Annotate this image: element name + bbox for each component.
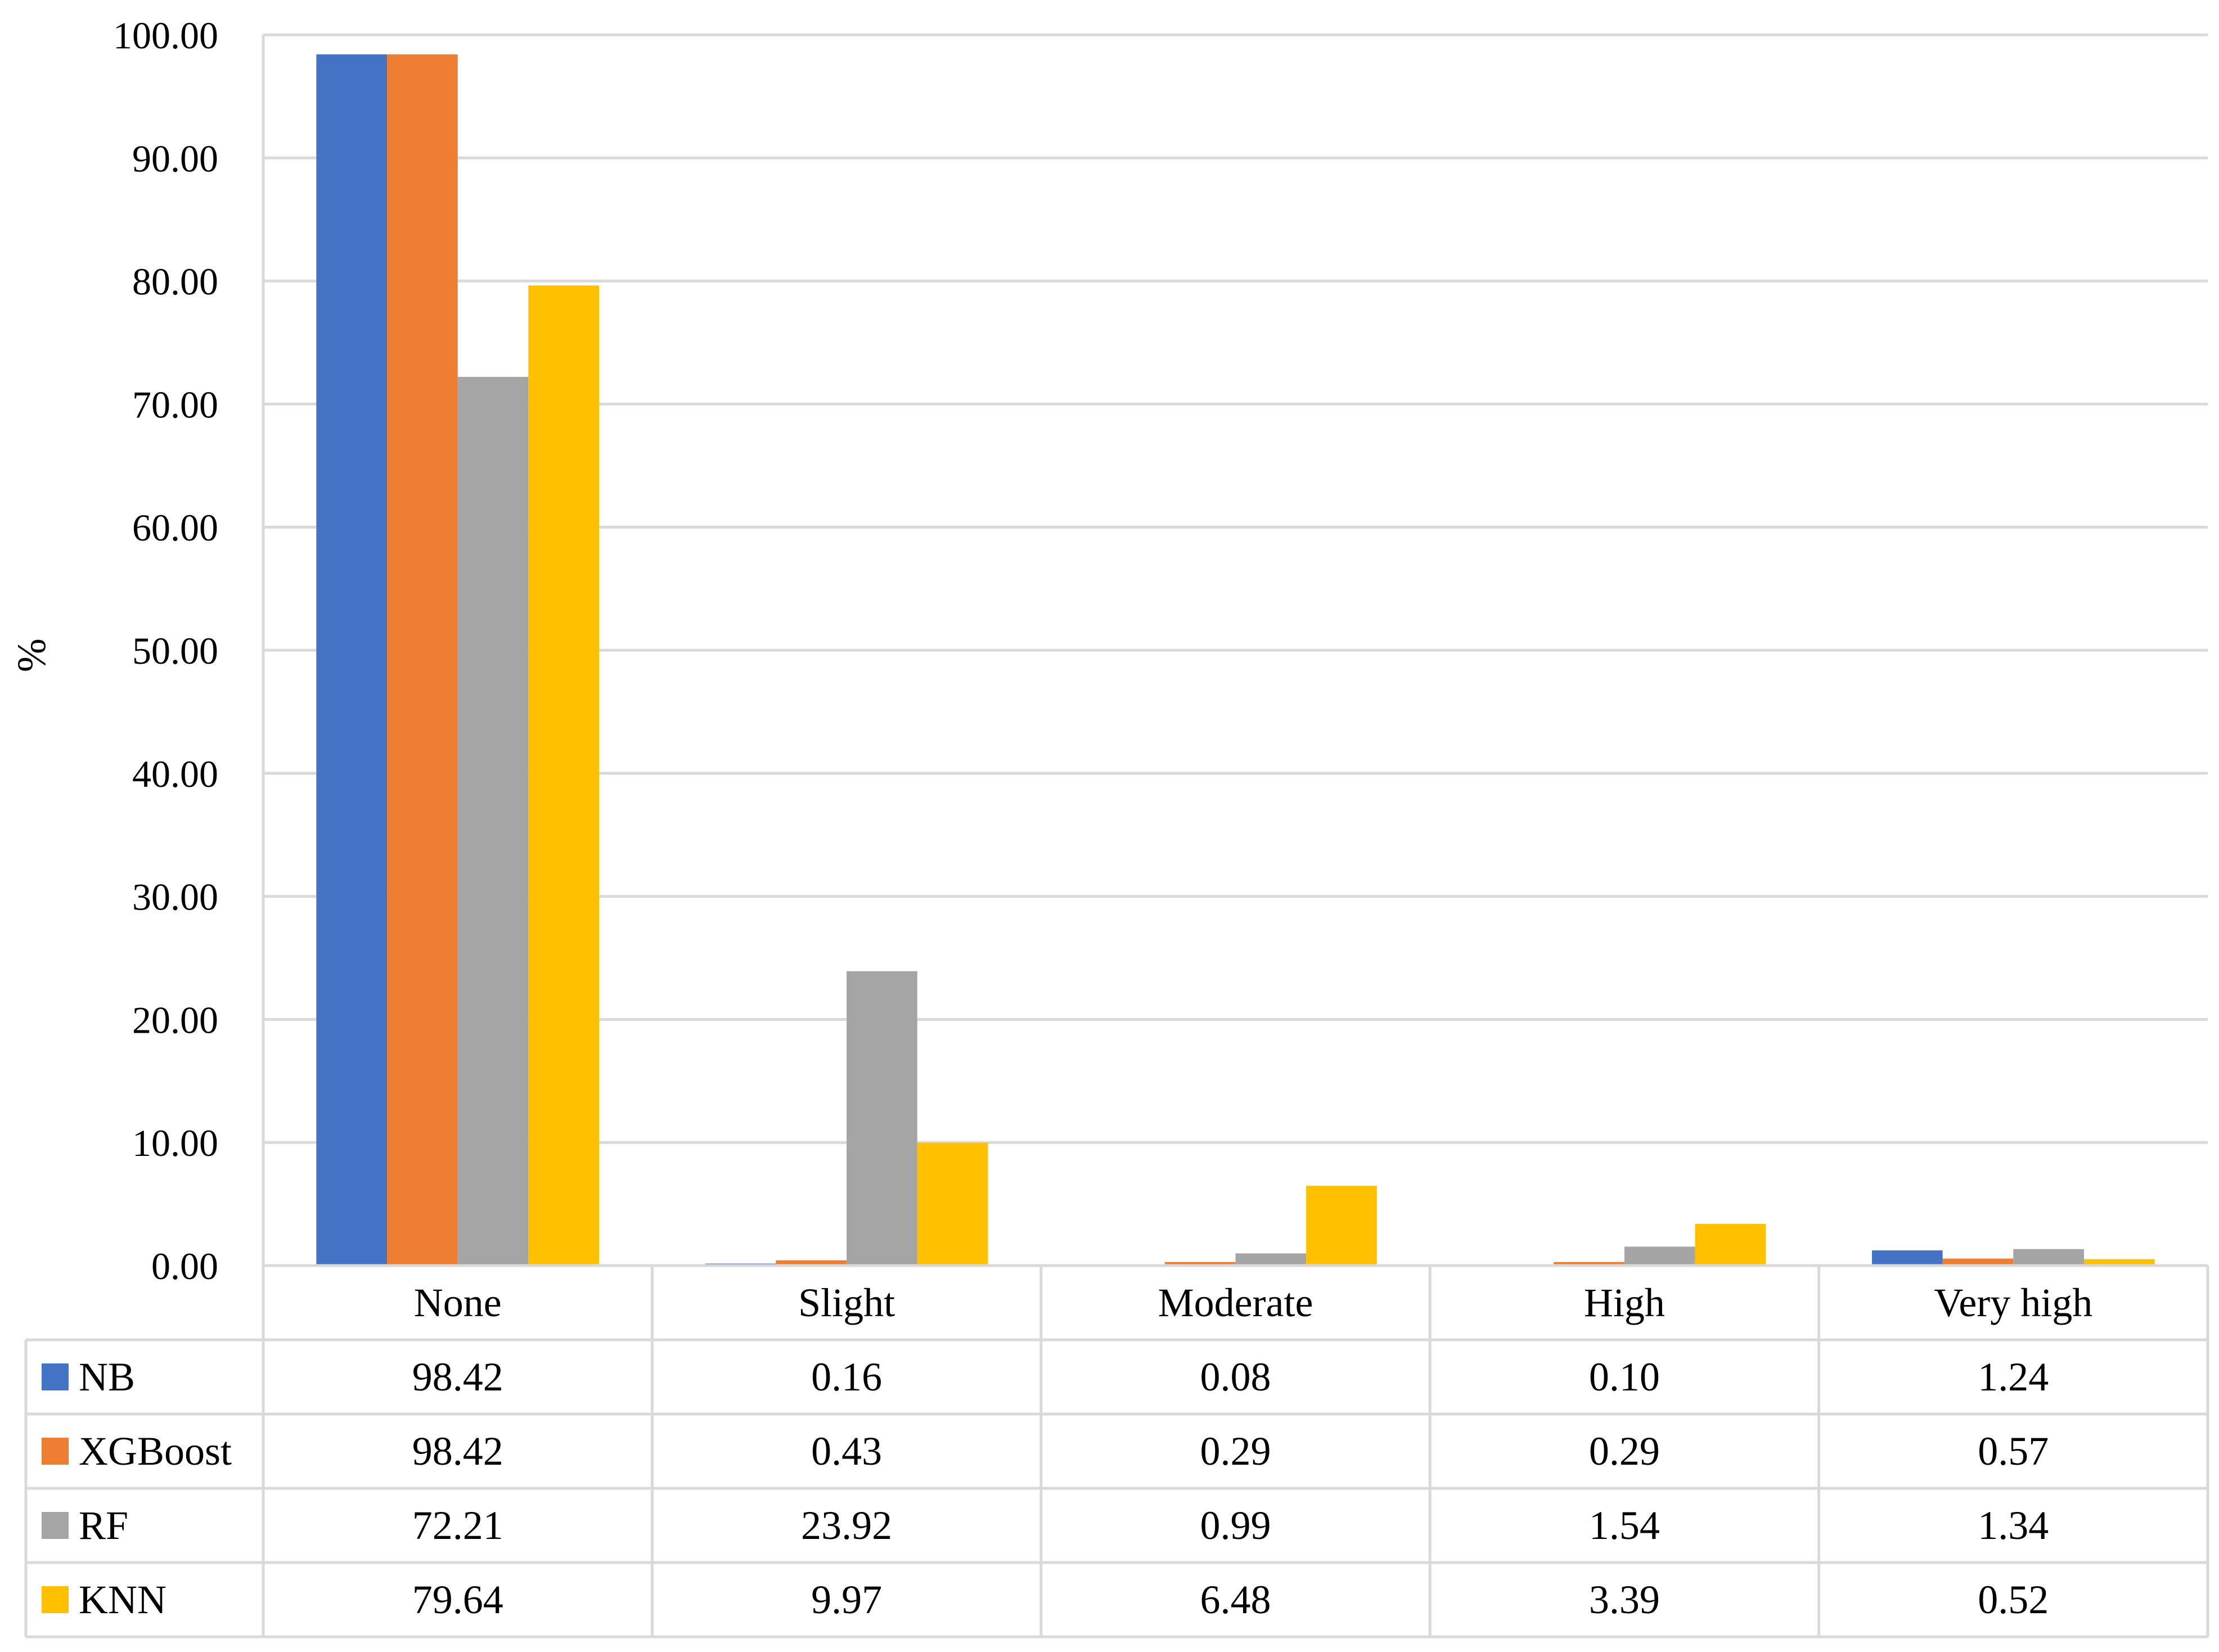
data-table: None Slight Moderate High Very high NB 98.42 0.…: [24, 1264, 2209, 1639]
bars: [316, 54, 2155, 1266]
y-tick-label: 40.00: [132, 753, 218, 795]
bar-nb-none: [316, 54, 388, 1266]
x-category-label: Very high: [1934, 1280, 2092, 1325]
y-axis: 0.00 10.00 20.00 30.00 40.00 50.00 60.00 70.00 8…: [113, 14, 218, 1288]
data-label: 1.24: [1978, 1354, 2049, 1399]
y-tick-label: 50.00: [132, 629, 218, 672]
data-label: 1.34: [1978, 1503, 2049, 1548]
data-label: 0.29: [1200, 1429, 1271, 1474]
bar-knn-high: [1695, 1223, 1766, 1266]
y-tick-label: 0.00: [151, 1245, 218, 1288]
legend-label: NB: [79, 1354, 135, 1399]
data-label: 0.08: [1200, 1354, 1271, 1399]
y-tick-label: 70.00: [132, 383, 218, 426]
x-category-label: None: [414, 1280, 502, 1325]
bar-knn-slight: [917, 1142, 988, 1266]
data-label: 1.54: [1589, 1503, 1660, 1548]
data-label: 0.57: [1978, 1429, 2049, 1474]
bar-xgboost-none: [387, 54, 458, 1266]
data-label: 0.16: [811, 1354, 882, 1399]
bar-xgboost-high: [1554, 1262, 1624, 1266]
x-category-label: High: [1584, 1280, 1665, 1325]
data-label: 0.43: [811, 1429, 882, 1474]
data-label: 98.42: [412, 1354, 503, 1399]
data-label: 0.52: [1978, 1577, 2049, 1622]
y-tick-label: 10.00: [132, 1122, 218, 1164]
bar-xgboost-moderate: [1164, 1262, 1236, 1266]
bar-rf-none: [457, 377, 529, 1266]
bar-rf-high: [1624, 1246, 1695, 1266]
bar-xgboost-very-high: [1942, 1258, 2014, 1266]
y-tick-label: 20.00: [132, 998, 218, 1041]
data-label: 9.97: [811, 1577, 882, 1622]
data-label: 6.48: [1200, 1577, 1271, 1622]
data-label: 98.42: [412, 1429, 503, 1474]
data-label: 0.10: [1589, 1354, 1660, 1399]
legend-swatch-nb: [42, 1363, 69, 1390]
data-label: 23.92: [801, 1503, 892, 1548]
y-tick-label: 100.00: [113, 14, 218, 57]
x-category-label: Slight: [798, 1280, 895, 1325]
y-tick-label: 90.00: [132, 137, 218, 180]
y-axis-title: %: [9, 638, 54, 672]
data-label: 0.99: [1200, 1503, 1271, 1548]
data-label: 79.64: [412, 1577, 503, 1622]
legend-swatch-xgboost: [42, 1438, 69, 1465]
bar-knn-none: [528, 285, 600, 1266]
legend-label: RF: [79, 1503, 128, 1548]
y-tick-label: 80.00: [132, 260, 218, 303]
legend-swatch-knn: [42, 1586, 69, 1613]
y-tick-label: 30.00: [132, 876, 218, 919]
bar-knn-very-high: [2083, 1259, 2155, 1266]
x-category-label: Moderate: [1158, 1280, 1313, 1325]
legend-label: KNN: [79, 1577, 166, 1622]
bar-rf-very-high: [2013, 1249, 2084, 1266]
legend-label: XGBoost: [79, 1429, 232, 1474]
bar-xgboost-slight: [776, 1260, 847, 1266]
bar-rf-slight: [847, 971, 917, 1266]
bar-knn-moderate: [1306, 1186, 1377, 1266]
data-label: 0.29: [1589, 1429, 1660, 1474]
legend-swatch-rf: [42, 1512, 69, 1539]
data-label: 3.39: [1589, 1577, 1660, 1622]
data-label: 72.21: [412, 1503, 503, 1548]
bar-nb-very-high: [1871, 1250, 1943, 1266]
y-tick-label: 60.00: [132, 506, 218, 549]
bar-rf-moderate: [1235, 1253, 1307, 1266]
